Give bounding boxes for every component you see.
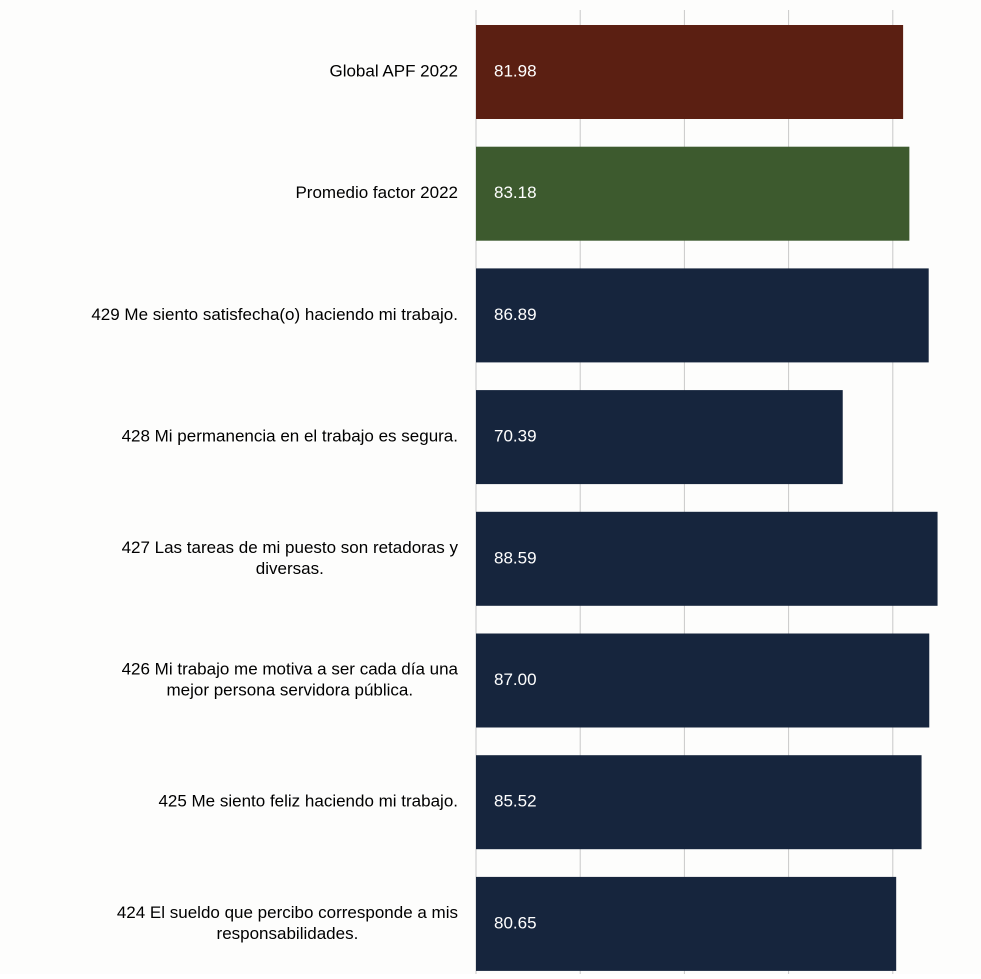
category-label: mejor persona servidora pública. [166,680,413,699]
category-label: 425 Me siento feliz haciendo mi trabajo. [158,792,458,811]
bar [476,633,930,728]
category-label: Promedio factor 2022 [295,183,458,202]
data-label: 88.59 [494,548,537,567]
bar [476,511,938,606]
bar [476,390,843,485]
category-labels: Global APF 2022 Promedio factor 2022 429 M… [91,61,458,942]
bar [476,268,929,363]
category-label: responsabilidades. [217,924,359,943]
bar [476,25,904,119]
data-label: 86.89 [494,305,537,324]
category-label: diversas. [256,559,324,578]
bars [476,25,938,971]
category-label: 427 Las tareas de mi puesto son retadora… [122,538,459,557]
value-labels: 81.98 83.18 86.89 70.39 88.59 87.00 85.52 80.65 [494,61,537,932]
data-label: 80.65 [494,913,537,932]
category-label: 424 El sueldo que percibo corresponde a … [117,903,458,922]
category-label: 429 Me siento satisfecha(o) haciendo mi … [91,305,458,324]
bar [476,876,897,971]
category-label: 428 Mi permanencia en el trabajo es segu… [122,427,458,446]
category-label: 426 Mi trabajo me motiva a ser cada día … [122,659,459,678]
bar [476,146,910,241]
bar [476,755,922,850]
data-label: 87.00 [494,670,537,689]
data-label: 81.98 [494,61,537,80]
category-label: Global APF 2022 [329,61,458,80]
data-label: 83.18 [494,183,537,202]
data-label: 70.39 [494,427,537,446]
data-label: 85.52 [494,792,537,811]
